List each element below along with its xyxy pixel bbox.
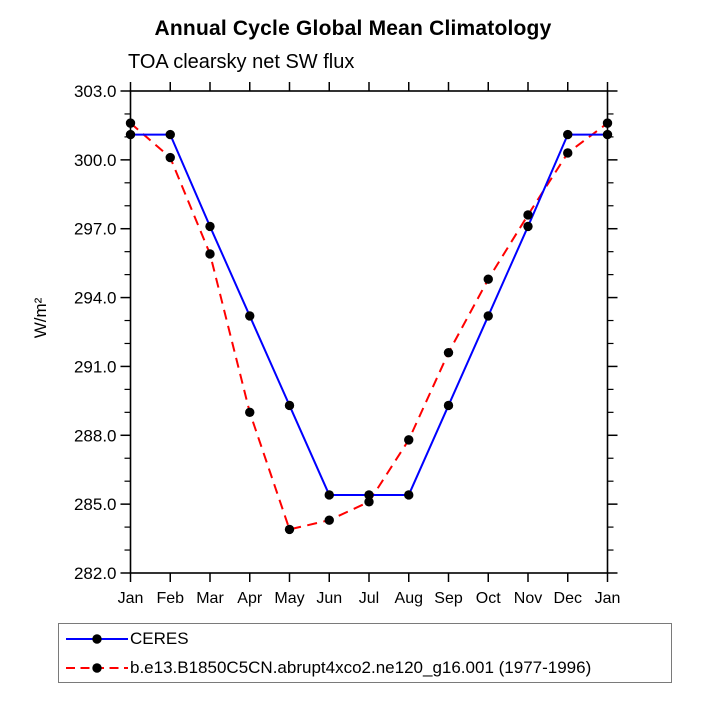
x-tick-label: Sep	[434, 590, 463, 607]
series-line-ceres	[130, 133, 608, 496]
x-tick-label: Jun	[316, 590, 342, 607]
x-tick-label: Oct	[476, 590, 501, 607]
x-tick-label: Dec	[554, 590, 582, 607]
legend-sample-dashed-line-icon	[66, 662, 128, 673]
chart-title: Annual Cycle Global Mean Climatology	[154, 17, 552, 40]
x-tick-label: May	[274, 590, 304, 607]
data-point-marker	[324, 490, 334, 500]
x-tick-label: Mar	[196, 590, 224, 607]
y-tick-label: 282.0	[74, 564, 117, 583]
legend-box: CERES b.e13.B1850C5CN.abrupt4xco2.ne120_…	[58, 623, 672, 683]
legend-label-ceres: CERES	[130, 628, 189, 648]
data-point-marker	[563, 129, 573, 140]
series-line-model	[129, 122, 609, 531]
chart-subtitle: TOA clearsky net SW flux	[128, 51, 355, 73]
data-point-marker	[443, 347, 454, 358]
legend-item-model: b.e13.B1850C5CN.abrupt4xco2.ne120_g16.00…	[59, 653, 671, 682]
legend-item-ceres: CERES	[59, 624, 671, 653]
data-point-marker	[602, 129, 613, 140]
y-tick-label: 285.0	[74, 495, 117, 514]
x-tick-label: Jan	[595, 590, 621, 607]
data-point-marker	[404, 490, 414, 500]
data-point-marker	[364, 497, 374, 507]
data-point-marker	[205, 221, 215, 232]
data-point-marker	[284, 400, 295, 411]
y-tick-label: 294.0	[74, 289, 117, 308]
data-point-marker	[324, 515, 334, 525]
x-tick-label: Nov	[514, 590, 542, 607]
data-point-marker	[404, 435, 414, 445]
data-point-marker	[165, 129, 175, 140]
data-point-marker	[284, 524, 295, 535]
x-tick-label: Feb	[156, 590, 184, 607]
data-point-marker	[443, 400, 454, 411]
data-point-marker	[165, 152, 175, 163]
data-point-marker	[245, 407, 255, 418]
legend-marker-dot	[92, 633, 102, 644]
y-tick-label: 300.0	[74, 151, 117, 170]
data-point-marker	[523, 210, 533, 220]
data-point-marker	[483, 311, 493, 321]
data-point-marker	[205, 249, 215, 259]
x-tick-label: Apr	[237, 590, 263, 607]
data-point-marker	[364, 490, 374, 500]
legend-marker-dot	[92, 662, 102, 673]
y-tick-label: 297.0	[74, 220, 117, 239]
x-tick-label: Aug	[395, 590, 423, 607]
x-tick-label: Jul	[359, 590, 379, 607]
data-point-marker	[125, 118, 136, 128]
data-point-marker	[245, 311, 255, 321]
y-tick-label: 291.0	[74, 357, 117, 376]
y-tick-label: 303.0	[74, 82, 117, 101]
legend-sample-solid-line-icon	[66, 633, 128, 644]
legend-label-model: b.e13.B1850C5CN.abrupt4xco2.ne120_g16.00…	[130, 657, 592, 677]
x-tick-label: Jan	[118, 590, 144, 607]
data-point-marker	[483, 274, 493, 284]
y-tick-label: 288.0	[74, 426, 117, 445]
data-point-marker	[125, 129, 136, 140]
data-point-marker	[523, 221, 533, 232]
data-point-marker	[602, 118, 613, 128]
data-point-marker	[563, 148, 573, 158]
